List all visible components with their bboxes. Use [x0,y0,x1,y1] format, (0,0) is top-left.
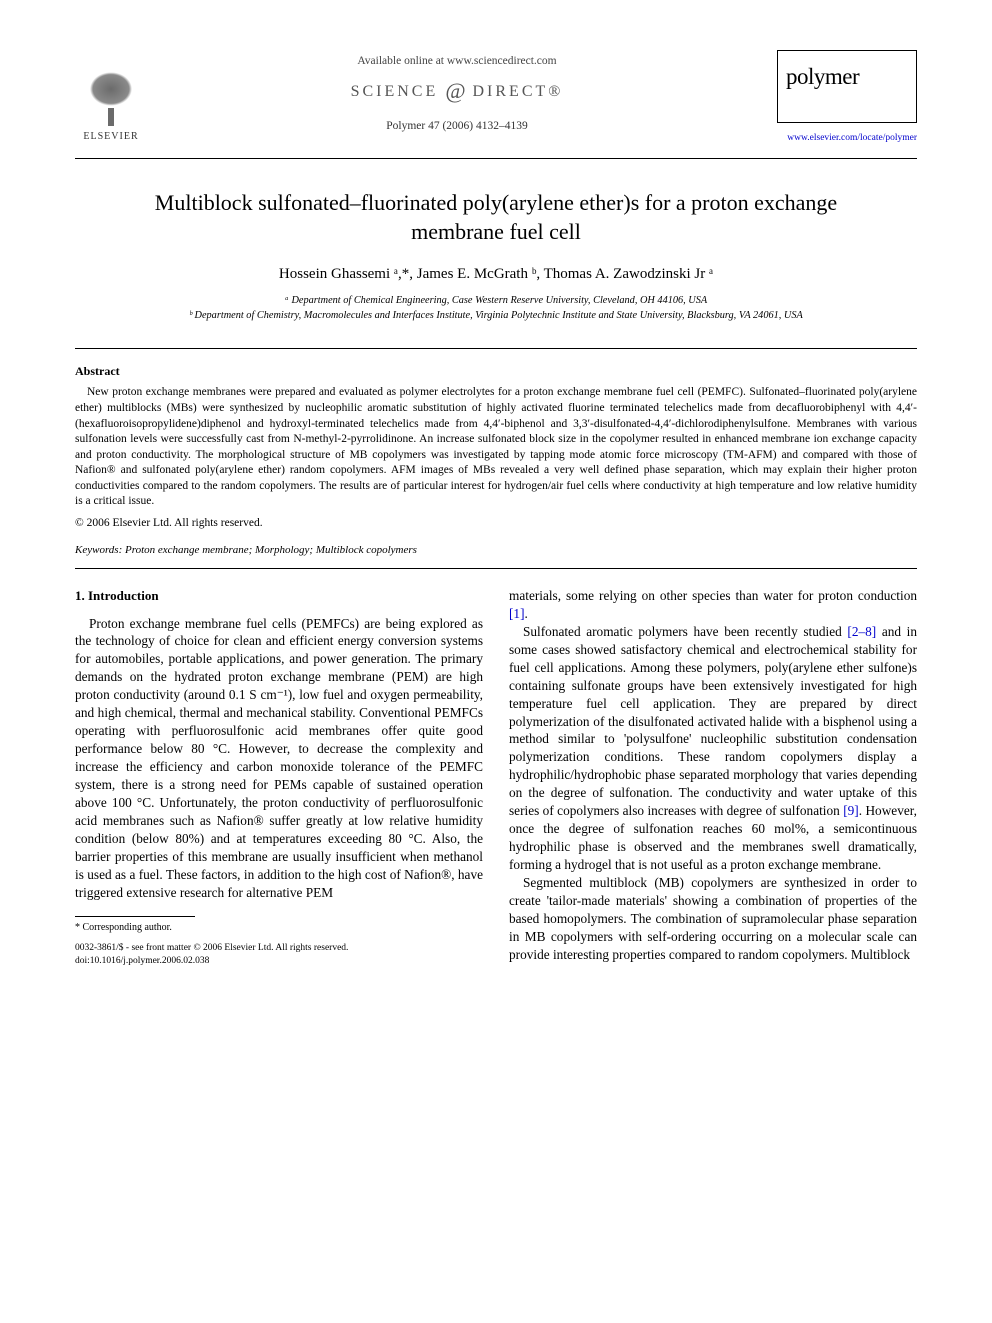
page-header: ELSEVIER Available online at www.science… [75,50,917,150]
publisher-logo: ELSEVIER [75,68,147,150]
journal-logo-block: polymer www.elsevier.com/locate/polymer [767,50,917,145]
abstract-copyright: © 2006 Elsevier Ltd. All rights reserved… [75,516,917,532]
journal-name: polymer [786,61,908,92]
intro-para-1-cont: materials, some relying on other species… [509,587,917,623]
abstract-body: New proton exchange membranes were prepa… [75,386,917,507]
abstract-text: New proton exchange membranes were prepa… [75,385,917,509]
elsevier-tree-icon [75,68,147,128]
sd-pre: SCIENCE [351,83,439,100]
abstract-heading: Abstract [75,363,917,379]
author-list: Hossein Ghassemi ᵃ,*, James E. McGrath ᵇ… [75,264,917,284]
keywords-text: Proton exchange membrane; Morphology; Mu… [122,544,417,556]
publisher-name: ELSEVIER [75,130,147,144]
sd-at-icon: @ [445,78,465,103]
p2b: and in some cases showed satisfactory ch… [509,624,917,818]
journal-homepage-link[interactable]: www.elsevier.com/locate/polymer [787,133,917,143]
journal-box: polymer [777,50,917,123]
footnote-rule [75,916,195,917]
p1b: materials, some relying on other species… [509,588,917,603]
citation-9[interactable]: [9] [843,803,859,818]
section-1-heading: 1. Introduction [75,587,483,605]
body-columns: 1. Introduction Proton exchange membrane… [75,587,917,968]
intro-para-1: Proton exchange membrane fuel cells (PEM… [75,615,483,902]
sciencedirect-logo: SCIENCE @ DIRECT® [147,76,767,106]
article-footer: 0032-3861/$ - see front matter © 2006 El… [75,942,483,968]
p1c: . [525,606,528,621]
abstract-top-rule [75,348,917,349]
corresponding-author-footnote: * Corresponding author. [75,921,483,935]
keywords-label: Keywords: [75,544,122,556]
affiliation-b: ᵇ Department of Chemistry, Macromolecule… [75,309,917,324]
header-rule [75,158,917,159]
header-center: Available online at www.sciencedirect.co… [147,50,767,135]
p2a: Sulfonated aromatic polymers have been r… [523,624,847,639]
intro-para-2: Sulfonated aromatic polymers have been r… [509,623,917,874]
journal-reference: Polymer 47 (2006) 4132–4139 [147,119,767,135]
affiliation-a: ᵃ Department of Chemical Engineering, Ca… [75,294,917,309]
article-title: Multiblock sulfonated–fluorinated poly(a… [115,189,877,246]
abstract-bottom-rule [75,568,917,569]
available-online-line: Available online at www.sciencedirect.co… [147,54,767,70]
sd-post: DIRECT® [472,83,563,100]
affiliations: ᵃ Department of Chemical Engineering, Ca… [75,294,917,324]
keywords-line: Keywords: Proton exchange membrane; Morp… [75,543,917,558]
doi-line: doi:10.1016/j.polymer.2006.02.038 [75,955,483,968]
issn-line: 0032-3861/$ - see front matter © 2006 El… [75,942,483,955]
intro-para-3: Segmented multiblock (MB) copolymers are… [509,874,917,964]
citation-2-8[interactable]: [2–8] [847,624,876,639]
citation-1[interactable]: [1] [509,606,525,621]
